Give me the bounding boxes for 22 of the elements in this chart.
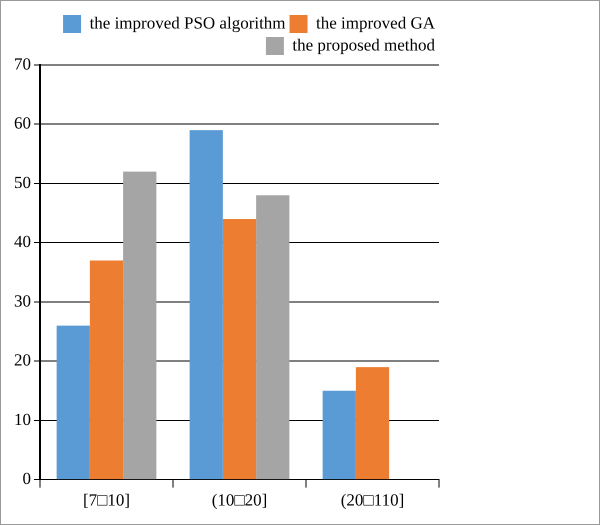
y-tick-label: 30 [14, 291, 31, 310]
y-tick-label: 10 [14, 410, 31, 429]
legend-label: the improved GA [316, 13, 436, 32]
x-tick-label: [7□10] [82, 490, 130, 510]
y-tick-label: 60 [14, 114, 31, 133]
bar [356, 367, 390, 480]
bar [90, 260, 124, 480]
y-tick-label: 0 [22, 469, 31, 488]
bar [56, 326, 90, 480]
legend-label: the improved PSO algorithm [90, 13, 286, 32]
x-tick-label: (20□110] [340, 490, 404, 510]
y-tick-label: 70 [14, 54, 31, 74]
bar [322, 390, 356, 480]
x-tick-label: (10□20] [212, 490, 268, 510]
bar [190, 130, 223, 480]
y-tick-label: 50 [14, 172, 31, 192]
y-tick-label: 20 [14, 350, 31, 370]
bar [123, 172, 156, 480]
bar [222, 218, 256, 480]
y-tick-label: 40 [14, 232, 31, 252]
bar [256, 195, 290, 480]
legend-label: the proposed method [292, 35, 436, 54]
